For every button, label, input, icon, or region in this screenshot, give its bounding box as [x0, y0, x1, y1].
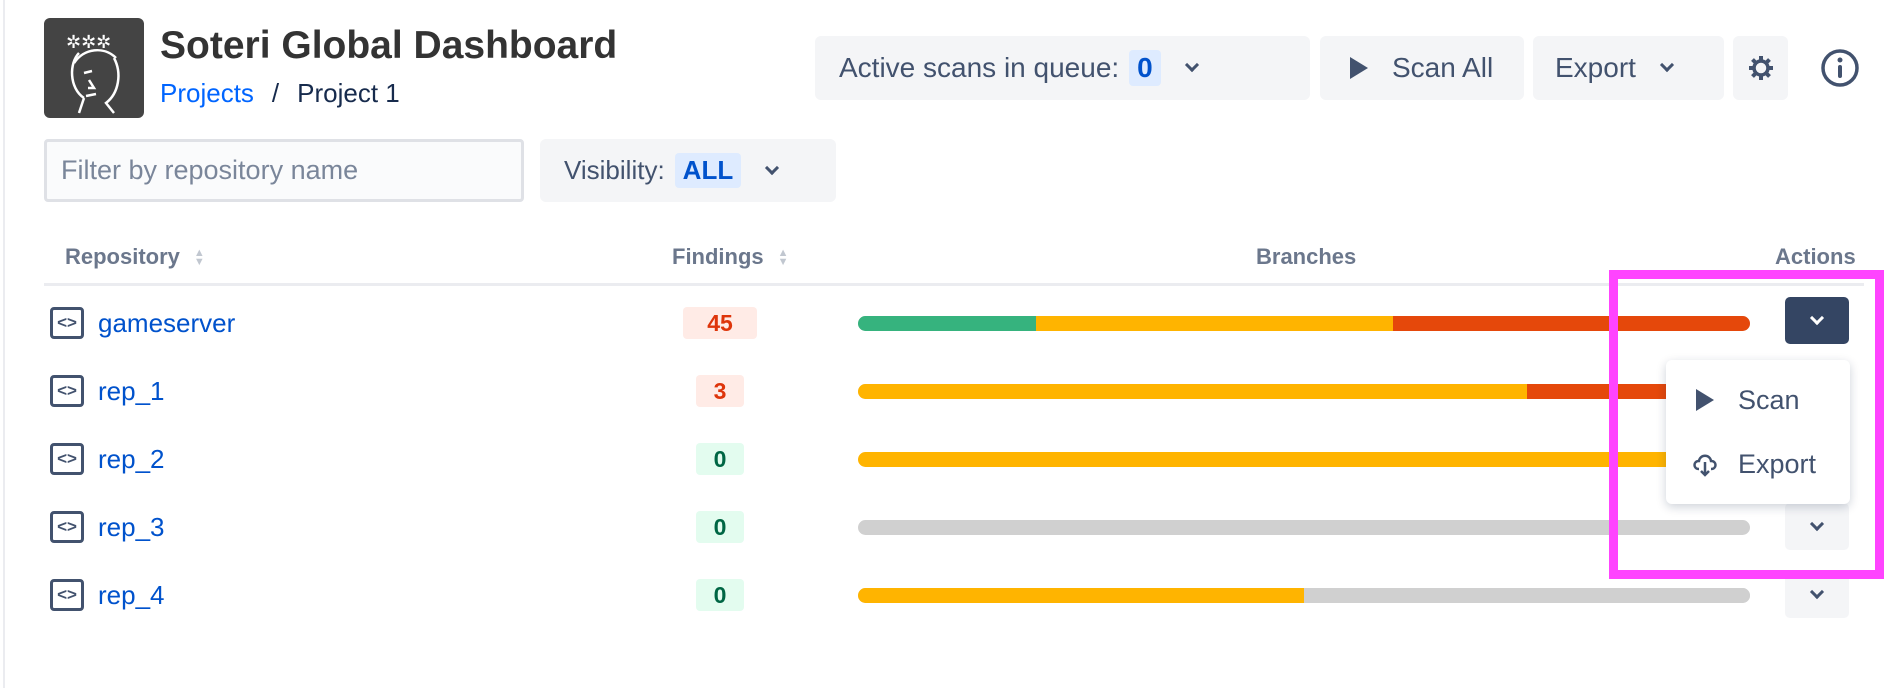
sort-icon: ▲ ▼	[777, 247, 789, 269]
play-icon	[1350, 57, 1368, 79]
visibility-dropdown[interactable]: Visibility: ALL	[540, 139, 836, 202]
branch-segment-grey	[1304, 588, 1750, 603]
menu-item-label: Export	[1738, 448, 1817, 479]
soteri-logo-icon: ✲✲✲	[66, 32, 120, 114]
branch-segment-yellow	[858, 452, 1750, 467]
repository-link[interactable]: gameserver	[98, 308, 236, 338]
settings-button[interactable]	[1733, 36, 1788, 100]
branches-bar	[858, 316, 1750, 331]
branch-segment-green	[858, 316, 1037, 331]
findings-badge: 3	[696, 375, 744, 407]
column-header-actions: Actions	[1775, 244, 1856, 269]
repository-icon: <>	[50, 443, 84, 475]
queue-count: 0	[1129, 50, 1161, 86]
scan-all-button[interactable]: Scan All	[1320, 36, 1524, 100]
visibility-label: Visibility:	[564, 155, 665, 185]
actions-menu: Scan Export	[1666, 360, 1850, 504]
branches-bar	[858, 452, 1750, 467]
branch-segment-yellow	[858, 588, 1304, 603]
repository-icon: <>	[50, 579, 84, 611]
row-actions-button[interactable]	[1785, 297, 1849, 344]
breadcrumb-projects-link[interactable]: Projects	[160, 78, 254, 108]
table-row: <> rep_3 0	[0, 493, 1900, 561]
page-title: Soteri Global Dashboard	[160, 24, 618, 67]
breadcrumb-current: Project 1	[297, 78, 400, 108]
breadcrumb-separator: /	[271, 78, 280, 108]
repository-link[interactable]: rep_4	[98, 580, 165, 610]
svg-text:✲✲✲: ✲✲✲	[66, 32, 111, 52]
column-header-branches: Branches	[1256, 244, 1357, 269]
column-header-findings[interactable]: Findings ▲ ▼	[672, 244, 789, 269]
branch-segment-grey	[858, 520, 1750, 535]
chevron-down-icon	[1809, 584, 1825, 599]
menu-item-label: Scan	[1738, 384, 1800, 415]
repository-link[interactable]: rep_1	[98, 376, 165, 406]
export-label: Export	[1555, 52, 1636, 83]
header-divider	[44, 283, 1864, 286]
scan-queue-dropdown[interactable]: Active scans in queue: 0	[815, 36, 1310, 100]
play-icon	[1696, 389, 1714, 411]
branch-segment-red	[1393, 316, 1750, 331]
repository-link[interactable]: rep_2	[98, 444, 165, 474]
scan-all-label: Scan All	[1392, 52, 1494, 83]
menu-item-export[interactable]: Export	[1666, 434, 1850, 494]
visibility-value: ALL	[674, 153, 742, 188]
branches-bar	[858, 520, 1750, 535]
cloud-download-icon	[1693, 454, 1717, 477]
findings-badge: 45	[683, 307, 757, 339]
logo: ✲✲✲	[44, 18, 144, 118]
menu-item-scan[interactable]: Scan	[1666, 370, 1850, 430]
branches-bar	[858, 588, 1750, 603]
sort-icon: ▲ ▼	[193, 247, 205, 269]
chevron-down-icon	[765, 160, 780, 175]
repository-filter-input[interactable]	[44, 139, 524, 202]
chevron-down-icon	[1659, 57, 1675, 73]
repository-icon: <>	[50, 307, 84, 339]
breadcrumb: Projects / Project 1	[160, 78, 400, 109]
left-border	[3, 0, 5, 688]
branch-segment-yellow	[1036, 316, 1394, 331]
info-button[interactable]	[1820, 48, 1860, 88]
queue-label: Active scans in queue:	[839, 52, 1120, 83]
info-icon	[1821, 49, 1859, 87]
findings-badge: 0	[696, 443, 744, 475]
chevron-down-icon	[1184, 57, 1199, 73]
gear-icon	[1748, 56, 1773, 80]
repository-link[interactable]: rep_3	[98, 512, 165, 542]
branch-segment-yellow	[858, 384, 1527, 399]
highlight-annotation	[1609, 270, 1884, 579]
repository-icon: <>	[50, 511, 84, 543]
export-dropdown[interactable]: Export	[1533, 36, 1724, 100]
repository-icon: <>	[50, 375, 84, 407]
findings-badge: 0	[696, 511, 744, 543]
row-actions-button[interactable]	[1785, 503, 1849, 550]
findings-badge: 0	[696, 579, 744, 611]
column-header-repository[interactable]: Repository ▲ ▼	[65, 244, 205, 269]
table-row: <> gameserver 45	[0, 289, 1900, 357]
